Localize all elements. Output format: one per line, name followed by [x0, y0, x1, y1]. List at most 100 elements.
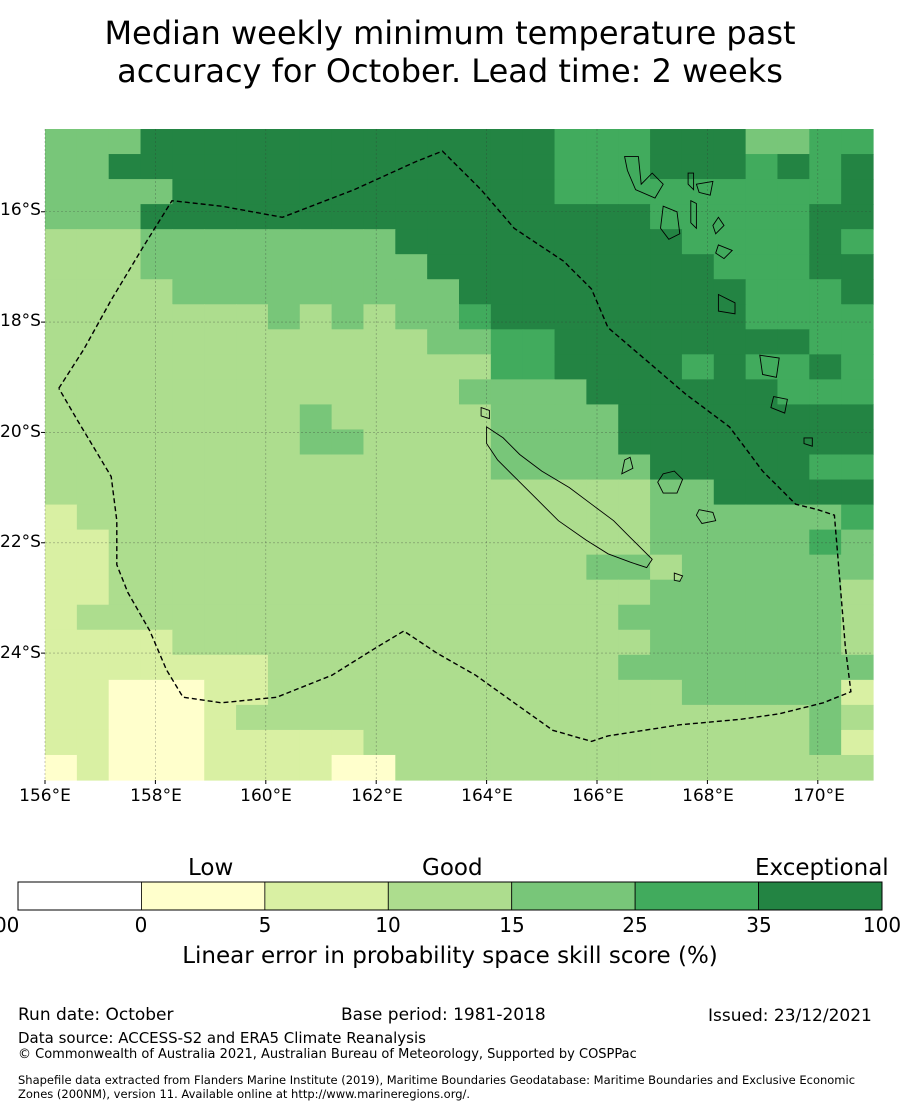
- skill-cell: [681, 404, 715, 431]
- skill-cell: [140, 554, 173, 581]
- skill-cell: [650, 229, 683, 255]
- skill-cell: [809, 754, 842, 781]
- skill-cell: [108, 679, 142, 706]
- skill-cell: [267, 679, 301, 706]
- skill-cell: [299, 529, 333, 556]
- skill-cell: [650, 329, 683, 355]
- skill-cell: [554, 379, 587, 406]
- skill-cell: [713, 404, 747, 431]
- skill-cell: [45, 404, 78, 431]
- skill-cell: [45, 754, 78, 781]
- island-outline: [624, 156, 664, 199]
- skill-cell: [395, 354, 428, 380]
- skill-cell: [490, 254, 524, 280]
- skill-cell: [554, 754, 587, 781]
- skill-cell: [459, 454, 492, 481]
- skill-cell: [586, 704, 619, 731]
- skill-cell: [777, 479, 810, 506]
- skill-cell: [841, 604, 874, 631]
- skill-cell: [76, 254, 110, 280]
- skill-cell: [713, 329, 747, 355]
- skill-cell: [331, 554, 365, 581]
- skill-cell: [586, 229, 619, 255]
- skill-cell: [713, 604, 747, 631]
- skill-cell: [267, 604, 301, 631]
- skill-cell: [841, 229, 874, 255]
- skill-cell: [522, 729, 556, 756]
- skill-cell: [331, 154, 365, 180]
- skill-cell: [299, 404, 333, 431]
- skill-cell: [586, 329, 619, 355]
- island-outline: [486, 426, 653, 569]
- skill-cell: [236, 729, 269, 756]
- colorbar-tick-25: 25: [622, 913, 648, 937]
- lon-label-168e: 168°E: [682, 786, 734, 806]
- skill-cell: [745, 154, 779, 180]
- skill-cell: [522, 504, 556, 531]
- skill-cell: [713, 179, 747, 205]
- skill-cell: [650, 604, 683, 631]
- skill-cell: [681, 654, 715, 681]
- issued-date: Issued: 23/12/2021: [708, 1006, 872, 1026]
- skill-cell: [522, 554, 556, 581]
- skill-cell: [140, 679, 173, 706]
- skill-cell: [299, 279, 333, 305]
- skill-cell: [522, 654, 556, 681]
- skill-cell: [745, 629, 779, 656]
- skill-cell: [108, 379, 142, 406]
- skill-cell: [427, 479, 460, 506]
- skill-cell: [841, 654, 874, 681]
- skill-cell: [299, 504, 333, 531]
- skill-cell: [490, 379, 524, 406]
- skill-cell: [267, 704, 301, 731]
- skill-cell: [713, 529, 747, 556]
- skill-cell: [140, 479, 173, 506]
- skill-cell: [204, 479, 237, 506]
- skill-cell: [427, 679, 460, 706]
- skill-cell: [777, 554, 810, 581]
- skill-cell: [777, 379, 810, 406]
- skill-cell: [522, 679, 556, 706]
- skill-cell: [809, 154, 842, 180]
- skill-cell: [777, 404, 810, 431]
- skill-cell: [522, 179, 556, 205]
- skill-cell: [299, 179, 333, 205]
- skill-cell: [490, 704, 524, 731]
- skill-cell: [681, 554, 715, 581]
- skill-cell: [745, 129, 779, 155]
- skill-cell: [554, 604, 587, 631]
- skill-cell: [745, 654, 779, 681]
- skill-cell: [204, 454, 237, 481]
- colorbar-tick-15: 15: [499, 913, 525, 937]
- skill-cell: [713, 204, 747, 230]
- lon-label-156e: 156°E: [19, 786, 71, 806]
- skill-cell: [395, 654, 428, 681]
- lat-label-24s: 24°S: [0, 643, 41, 663]
- skill-cell: [172, 229, 205, 255]
- skill-cell: [522, 604, 556, 631]
- skill-cell: [841, 179, 874, 205]
- skill-cell: [681, 529, 715, 556]
- skill-cell: [459, 354, 492, 380]
- skill-cell: [267, 529, 301, 556]
- skill-cell: [713, 304, 747, 330]
- skill-cell: [45, 204, 78, 230]
- island-outline: [660, 205, 681, 240]
- skill-cell: [618, 679, 651, 706]
- skill-cell: [777, 204, 810, 230]
- skill-cell: [299, 229, 333, 255]
- skill-cell: [650, 304, 683, 330]
- skill-cell: [809, 679, 842, 706]
- lat-label-22s: 22°S: [0, 532, 41, 552]
- skill-cell: [745, 179, 779, 205]
- skill-cell: [554, 554, 587, 581]
- skill-cell: [586, 454, 619, 481]
- skill-cell: [459, 679, 492, 706]
- skill-cell: [427, 304, 460, 330]
- skill-cell: [331, 704, 365, 731]
- skill-cell: [618, 754, 651, 781]
- skill-cell: [459, 479, 492, 506]
- skill-cell: [204, 629, 237, 656]
- skill-cell: [427, 354, 460, 380]
